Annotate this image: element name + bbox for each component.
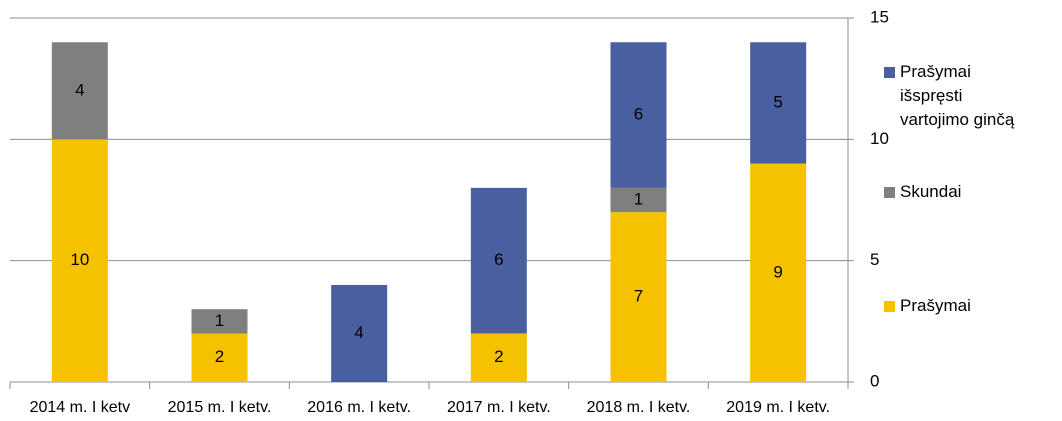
x-tick-label: 2019 m. I ketv.	[726, 399, 830, 416]
x-tick-label: 2017 m. I ketv.	[447, 399, 551, 416]
legend-swatch	[884, 187, 895, 198]
bar-segment	[610, 212, 667, 382]
legend-swatch	[884, 67, 895, 78]
bar-segment	[51, 139, 108, 382]
bar-segment	[331, 284, 388, 382]
data-label: 7	[634, 287, 643, 306]
data-label: 10	[70, 250, 89, 269]
data-label: 1	[634, 189, 643, 208]
legend-label: Prašymai išspręsti vartojimo ginčą	[900, 62, 1015, 129]
data-label: 9	[773, 262, 782, 281]
bar-segment	[750, 163, 807, 382]
x-tick-label: 2014 m. I ketv	[30, 399, 131, 416]
data-label: 4	[75, 80, 84, 99]
bar-segment	[470, 187, 527, 334]
data-label: 4	[354, 323, 363, 342]
legend-label: Skundai	[900, 182, 962, 201]
bar-segment	[191, 333, 248, 382]
legend-item: Prašymai	[884, 294, 971, 318]
legend-label: Prašymai	[900, 296, 971, 315]
data-label: 1	[215, 311, 224, 330]
bar-segment	[610, 187, 667, 213]
bar-segment	[610, 42, 667, 188]
y-tick-label: 10	[870, 129, 889, 148]
data-label: 2	[494, 347, 503, 366]
data-label: 6	[634, 105, 643, 124]
data-label: 6	[494, 250, 503, 269]
data-label: 2	[215, 347, 224, 366]
bar-segment	[51, 42, 108, 140]
y-tick-label: 15	[870, 7, 889, 26]
x-tick-label: 2016 m. I ketv.	[307, 399, 411, 416]
bar-segment	[470, 333, 527, 382]
legend-swatch	[884, 301, 895, 312]
legend-item: Skundai	[884, 180, 961, 204]
x-tick-label: 2018 m. I ketv.	[587, 399, 691, 416]
bar-segment	[750, 42, 807, 164]
data-label: 5	[773, 92, 782, 111]
y-tick-label: 0	[870, 371, 879, 390]
x-tick-label: 2015 m. I ketv.	[168, 399, 272, 416]
legend-item: Prašymai išspręsti vartojimo ginčą	[884, 60, 1020, 132]
bar-segment	[191, 309, 248, 334]
y-tick-label: 5	[870, 250, 879, 269]
